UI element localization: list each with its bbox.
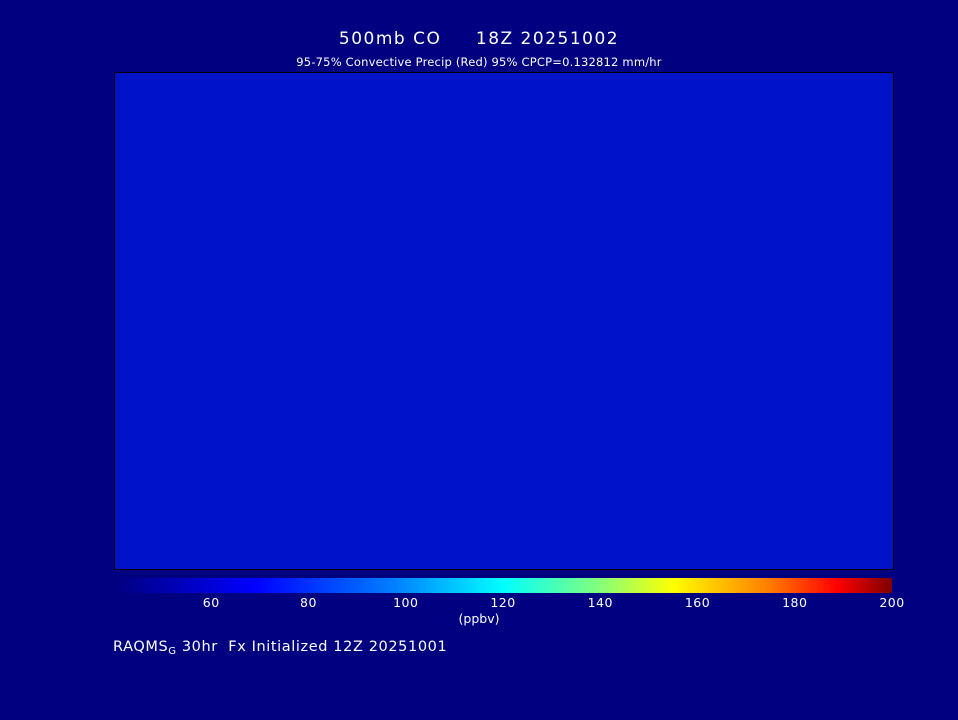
colorbar-gradient bbox=[114, 578, 892, 593]
page-subtitle: 95-75% Convective Precip (Red) 95% CPCP=… bbox=[296, 55, 662, 69]
colorbar-tick: 160 bbox=[684, 595, 711, 610]
colorbar-units: (ppbv) bbox=[458, 611, 500, 626]
colorbar-tick: 200 bbox=[879, 595, 905, 610]
colorbar-tick: 80 bbox=[300, 595, 317, 610]
colorbar-tick: 140 bbox=[587, 595, 613, 610]
colorbar-tick: 100 bbox=[393, 595, 419, 610]
co-field-canvas bbox=[115, 73, 893, 569]
colorbar-tick: 120 bbox=[490, 595, 516, 610]
model-subscript: G bbox=[168, 646, 177, 657]
colorbar-tick: 180 bbox=[782, 595, 808, 610]
colorbar-tick: 60 bbox=[202, 595, 220, 610]
footer-caption: RAQMSG 30hr Fx Initialized 12Z 20251001 bbox=[113, 639, 448, 657]
footer-text: 30hr Fx Initialized 12Z 20251001 bbox=[176, 639, 448, 655]
model-name: RAQMS bbox=[113, 639, 169, 655]
colorbar bbox=[114, 578, 892, 593]
page-title: 500mb CO 18Z 20251002 bbox=[338, 29, 620, 49]
map-plot-area[interactable] bbox=[114, 72, 894, 570]
